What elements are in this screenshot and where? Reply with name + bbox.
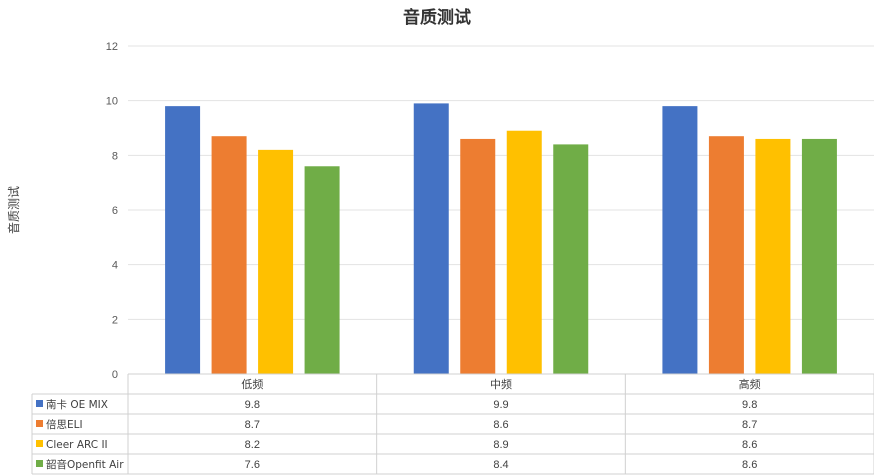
table-cell: 8.6: [742, 459, 757, 471]
gridlines: [128, 45, 874, 375]
bar-3-4: [801, 138, 837, 374]
bar-2-2: [460, 138, 496, 374]
bar-3-1: [662, 106, 698, 374]
legend-swatch-1: [36, 400, 43, 407]
table-cell: 7.6: [245, 459, 260, 471]
legend-swatch-4: [36, 460, 43, 467]
bar-2-3: [506, 130, 542, 374]
bar-1-4: [304, 166, 340, 374]
table-cell: 8.6: [742, 439, 757, 451]
table-cell: 8.9: [493, 439, 508, 451]
y-tick-label: 8: [112, 150, 118, 162]
legend-label-4: 韶音Openfit Air: [46, 458, 124, 471]
table-cell: 9.8: [742, 399, 757, 411]
bars: [165, 103, 837, 375]
table-cell: 8.7: [742, 419, 757, 431]
y-tick-label: 4: [112, 260, 118, 272]
bar-1-2: [211, 136, 247, 374]
y-tick-label: 0: [112, 369, 118, 381]
table-cell: 9.9: [493, 399, 508, 411]
legend-label-1: 南卡 OE MIX: [46, 398, 108, 411]
legend-swatch-3: [36, 440, 43, 447]
y-tick-label: 12: [106, 41, 118, 53]
x-category-label: 中频: [490, 377, 512, 391]
legend-label-3: Cleer ARC II: [46, 439, 108, 451]
y-axis-label: 音质测试: [6, 186, 21, 234]
legend-label-2: 倍思ELI: [46, 418, 83, 431]
legend-swatch-2: [36, 420, 43, 427]
y-tick-label: 6: [112, 205, 118, 217]
table-cell: 8.4: [493, 459, 508, 471]
table-cell: 9.8: [245, 399, 260, 411]
x-category-label: 高频: [739, 377, 761, 391]
bar-3-3: [755, 138, 791, 374]
bar-2-1: [413, 103, 449, 375]
y-tick-label: 10: [106, 96, 118, 108]
bar-2-4: [553, 144, 589, 374]
bar-3-2: [708, 136, 744, 374]
chart-title: 音质测试: [403, 7, 471, 28]
y-tick-label: 2: [112, 314, 118, 326]
bar-1-1: [165, 106, 201, 374]
y-axis-ticks: 0 2 4 6 8 10 12: [106, 41, 118, 381]
table-cell: 8.6: [493, 419, 508, 431]
bar-1-3: [258, 149, 294, 374]
table-cell: 8.2: [245, 439, 260, 451]
table-cell: 8.7: [245, 419, 260, 431]
x-category-label: 低频: [241, 377, 263, 391]
